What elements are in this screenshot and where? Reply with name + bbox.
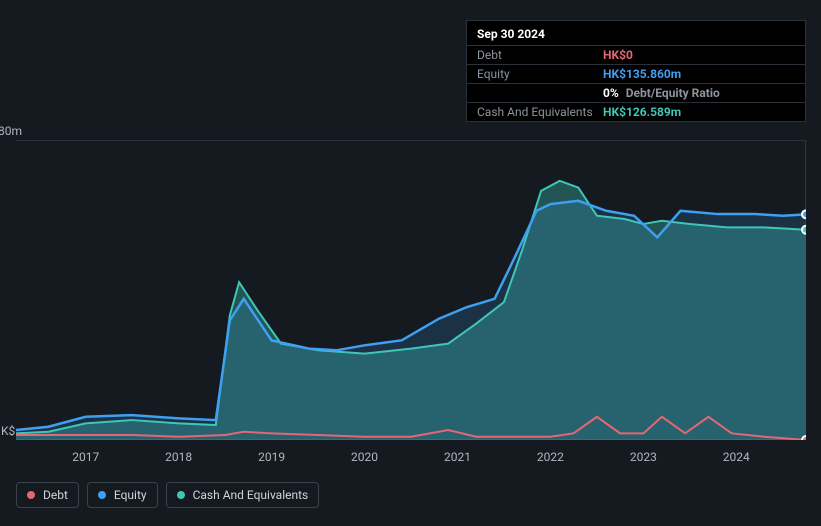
x-axis: 2017 2018 2019 2020 2021 2022 2023 2024 xyxy=(16,450,806,470)
tooltip-label: Debt xyxy=(477,48,603,62)
tooltip-row: 0% Debt/Equity Ratio xyxy=(467,84,805,103)
debt-legend-dot xyxy=(27,491,35,499)
tooltip-label: Equity xyxy=(477,67,603,81)
debt-equity-chart: HK$180m HK$0 201720182019202020212022202… xyxy=(16,120,806,480)
chart-legend: Debt Equity Cash And Equivalents xyxy=(16,482,319,508)
x-axis-year: 2021 xyxy=(444,450,471,464)
legend-item-cash[interactable]: Cash And Equivalents xyxy=(166,482,320,508)
x-axis-year: 2024 xyxy=(723,450,750,464)
y-axis-max-label: HK$180m xyxy=(0,124,22,138)
tooltip-label xyxy=(477,86,603,100)
tooltip-row: Cash And EquivalentsHK$126.589m xyxy=(467,103,805,121)
x-axis-year: 2022 xyxy=(537,450,564,464)
tooltip-date: Sep 30 2024 xyxy=(467,21,805,46)
legend-label: Debt xyxy=(43,488,68,502)
tooltip-row: DebtHK$0 xyxy=(467,46,805,65)
chart-tooltip: Sep 30 2024 DebtHK$0EquityHK$135.860m0% … xyxy=(466,20,806,122)
tooltip-value: HK$126.589m xyxy=(603,105,795,119)
tooltip-value: 0% Debt/Equity Ratio xyxy=(603,86,795,100)
x-axis-year: 2017 xyxy=(72,450,99,464)
tooltip-value: HK$0 xyxy=(603,48,795,62)
equity-legend-dot xyxy=(98,491,106,499)
legend-label: Equity xyxy=(114,488,147,502)
x-axis-year: 2019 xyxy=(258,450,285,464)
legend-item-debt[interactable]: Debt xyxy=(16,482,79,508)
tooltip-row: EquityHK$135.860m xyxy=(467,65,805,84)
plot-area[interactable] xyxy=(16,140,806,440)
tooltip-label: Cash And Equivalents xyxy=(477,105,603,119)
legend-item-equity[interactable]: Equity xyxy=(87,482,158,508)
x-axis-year: 2020 xyxy=(351,450,378,464)
cash-legend-dot xyxy=(177,491,185,499)
tooltip-value: HK$135.860m xyxy=(603,67,795,81)
legend-label: Cash And Equivalents xyxy=(193,488,309,502)
x-axis-year: 2018 xyxy=(165,450,192,464)
x-axis-year: 2023 xyxy=(630,450,657,464)
tooltip-value-extra: Debt/Equity Ratio xyxy=(623,86,720,100)
